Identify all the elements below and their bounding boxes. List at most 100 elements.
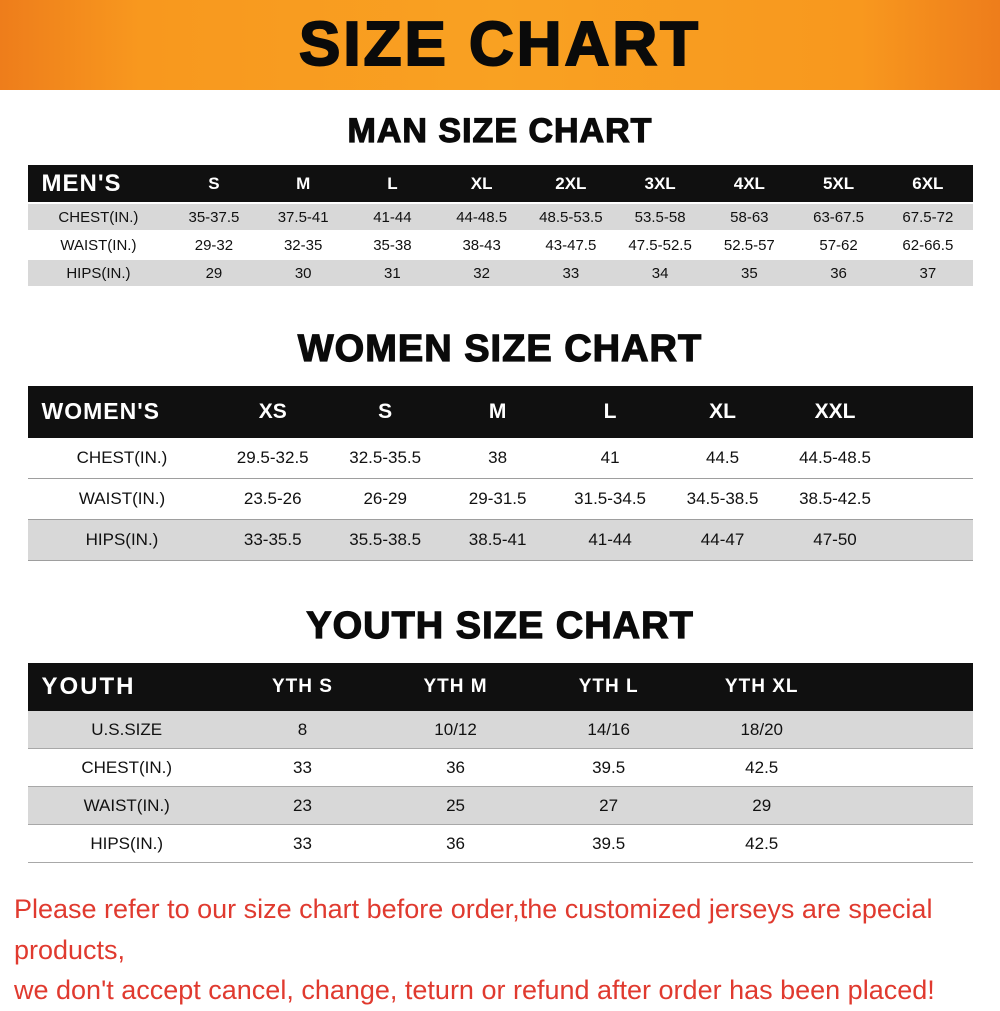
measurement-value: 37.5-41: [258, 202, 348, 233]
measurement-value: 41-44: [553, 519, 667, 562]
measurement-value: 29.5-32.5: [216, 437, 329, 480]
measurement-value: 32-35: [258, 230, 348, 261]
size-column-header: 4XL: [704, 165, 794, 204]
measurement-value: 44.5-48.5: [778, 437, 892, 480]
header-spacer: [891, 385, 973, 438]
measurement-row: WAIST(IN.) 23.5-26 26-29 29-31.5 31.5-34.5 34…: [27, 478, 973, 521]
measurement-value: 42.5: [685, 824, 839, 864]
measurement-value: 52.5-57: [704, 230, 794, 261]
size-column-header: M: [258, 165, 348, 204]
table-header-row: WOMEN'S XS S M L XL XXL: [27, 385, 973, 438]
measurement-value: 36: [379, 824, 533, 864]
size-column-header: YTH XL: [685, 662, 839, 711]
measurement-value: 35.5-38.5: [328, 519, 442, 562]
measurement-value: 35: [704, 258, 794, 289]
measurement-row: HIPS(IN.) 33-35.5 35.5-38.5 38.5-41 41-44 44-…: [27, 519, 973, 562]
size-column-header: L: [347, 165, 438, 204]
size-column-header: 3XL: [615, 165, 705, 204]
table-corner-label: WOMEN'S: [27, 385, 217, 438]
measurement-value: 44-47: [666, 519, 779, 562]
measurement-value: 47.5-52.5: [615, 230, 705, 261]
measurement-value: 29: [169, 258, 259, 289]
measurement-value: 39.5: [532, 748, 686, 788]
size-column-header: 5XL: [793, 165, 884, 204]
measurement-value: 44.5: [666, 437, 779, 480]
measurement-value: 33-35.5: [216, 519, 329, 562]
section-title: WOMEN SIZE CHART: [297, 327, 703, 371]
measurement-value: 14/16: [532, 710, 686, 750]
measurement-value: 33: [526, 258, 616, 289]
measurement-value: 38.5-41: [441, 519, 554, 562]
table-header-row: YOUTH YTH S YTH M YTH L YTH XL: [27, 662, 973, 711]
man-size-chart-section: MAN SIZE CHART MEN'S S M L XL 2XL 3XL 4XL 5XL 6XL…: [0, 111, 1000, 289]
measurement-label: CHEST(IN.): [27, 437, 217, 480]
size-column-header: S: [169, 165, 259, 204]
measurement-row: WAIST(IN.) 23 25 27 29: [27, 786, 973, 826]
size-column-header: XXL: [778, 385, 892, 438]
women-size-table: WOMEN'S XS S M L XL XXL CHEST(IN.) 29.5-32.5 32.5…: [27, 385, 973, 562]
measurement-value: 26-29: [328, 478, 442, 521]
measurement-label: HIPS(IN.): [27, 519, 217, 562]
size-column-header: 6XL: [883, 165, 973, 204]
measurement-label: WAIST(IN.): [27, 230, 170, 261]
measurement-value: 23.5-26: [216, 478, 329, 521]
measurement-value: 38-43: [437, 230, 527, 261]
measurement-value: 29: [685, 786, 839, 826]
measurement-value: 53.5-58: [615, 202, 705, 233]
measurement-value: 63-67.5: [793, 202, 884, 233]
measurement-value: 42.5: [685, 748, 839, 788]
measurement-value: 35-38: [347, 230, 438, 261]
measurement-label: CHEST(IN.): [27, 748, 226, 788]
measurement-value: 48.5-53.5: [526, 202, 616, 233]
table-header-row: MEN'S S M L XL 2XL 3XL 4XL 5XL 6XL: [27, 165, 973, 204]
measurement-value: 18/20: [685, 710, 839, 750]
measurement-value: 36: [793, 258, 884, 289]
table-corner-label: MEN'S: [27, 165, 170, 204]
measurement-label: HIPS(IN.): [27, 824, 226, 864]
measurement-value: 35-37.5: [169, 202, 259, 233]
measurement-row: U.S.SIZE 8 10/12 14/16 18/20: [27, 710, 973, 750]
row-spacer: [838, 824, 973, 864]
measurement-value: 41: [553, 437, 667, 480]
measurement-row: CHEST(IN.) 33 36 39.5 42.5: [27, 748, 973, 788]
measurement-value: 47-50: [778, 519, 892, 562]
measurement-label: U.S.SIZE: [27, 710, 226, 750]
measurement-label: CHEST(IN.): [27, 202, 170, 233]
measurement-value: 41-44: [347, 202, 438, 233]
measurement-value: 43-47.5: [526, 230, 616, 261]
table-corner-label: YOUTH: [27, 662, 226, 711]
measurement-value: 34.5-38.5: [666, 478, 779, 521]
measurement-value: 25: [379, 786, 533, 826]
footer-note-line2: we don't accept cancel, change, teturn o…: [14, 975, 935, 1006]
page-title: SIZE CHART: [298, 10, 701, 79]
size-column-header: YTH M: [379, 662, 533, 711]
measurement-label: WAIST(IN.): [27, 786, 226, 826]
section-title: YOUTH SIZE CHART: [306, 605, 694, 648]
women-size-chart-section: WOMEN SIZE CHART WOMEN'S XS S M L XL XXL CHEST(…: [0, 327, 1000, 562]
header-spacer: [838, 662, 973, 711]
measurement-value: 58-63: [704, 202, 794, 233]
measurement-label: HIPS(IN.): [27, 258, 170, 289]
measurement-value: 44-48.5: [437, 202, 527, 233]
title-banner: SIZE CHART: [0, 0, 1000, 90]
measurement-value: 32.5-35.5: [328, 437, 442, 480]
measurement-value: 38: [441, 437, 554, 480]
measurement-value: 37: [883, 258, 973, 289]
row-spacer: [891, 437, 973, 480]
measurement-row: CHEST(IN.) 35-37.5 37.5-41 41-44 44-48.5 48.5…: [27, 202, 973, 233]
measurement-value: 10/12: [379, 710, 533, 750]
youth-size-chart-section: YOUTH SIZE CHART YOUTH YTH S YTH M YTH L YTH…: [0, 605, 1000, 864]
row-spacer: [838, 710, 973, 750]
measurement-value: 23: [225, 786, 380, 826]
measurement-row: WAIST(IN.) 29-32 32-35 35-38 38-43 43-47.5 47.…: [27, 230, 973, 261]
measurement-value: 8: [225, 710, 380, 750]
measurement-value: 67.5-72: [883, 202, 973, 233]
size-charts: MAN SIZE CHART MEN'S S M L XL 2XL 3XL 4XL 5XL 6XL…: [0, 111, 1000, 864]
measurement-row: HIPS(IN.) 29 30 31 32 33 34 35 36 37: [27, 258, 973, 289]
size-column-header: XL: [437, 165, 527, 204]
size-column-header: XL: [666, 385, 779, 438]
measurement-value: 33: [225, 824, 380, 864]
measurement-value: 32: [437, 258, 527, 289]
measurement-value: 29-31.5: [441, 478, 554, 521]
size-column-header: YTH S: [225, 662, 380, 711]
